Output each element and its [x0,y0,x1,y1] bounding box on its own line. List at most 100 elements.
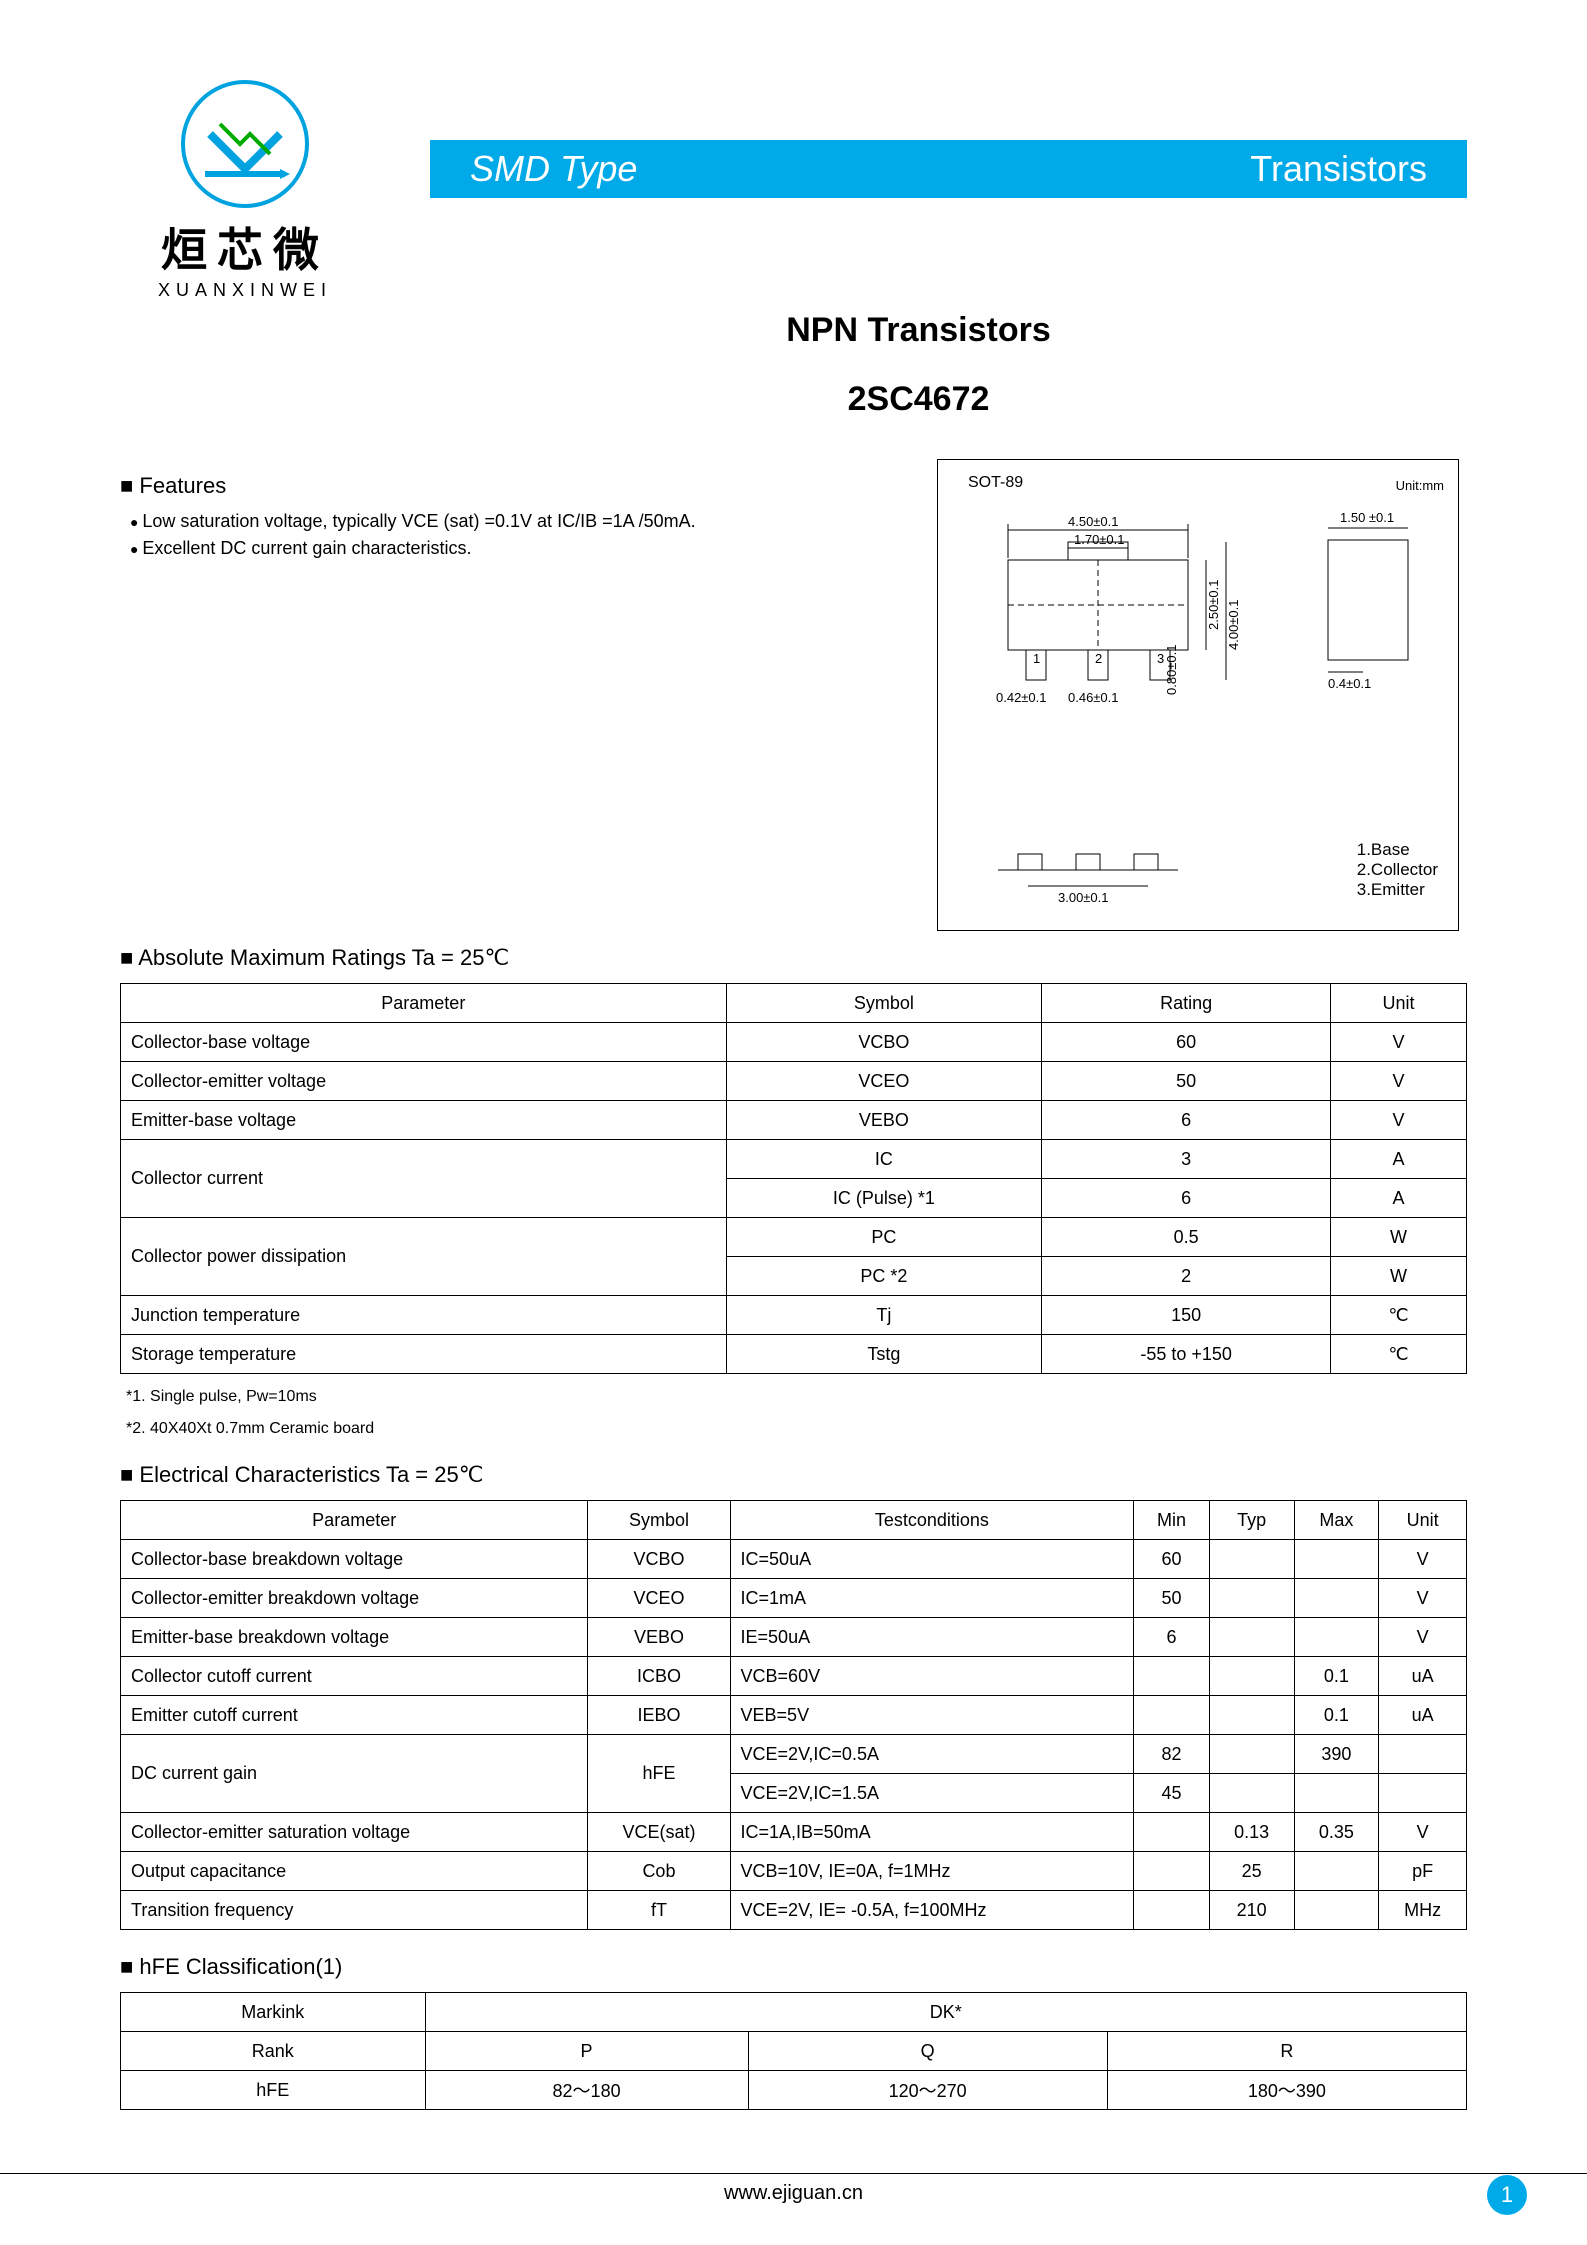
table-cell [1294,1618,1379,1657]
table-cell [1209,1618,1294,1657]
table-cell [1209,1540,1294,1579]
table-cell: VCEO [588,1579,730,1618]
table-cell [1294,1852,1379,1891]
table-cell: V [1331,1101,1467,1140]
doc-title-2: 2SC4672 [370,380,1467,419]
table-cell: 120～270 [748,2071,1107,2110]
banner-bar: SMD Type Transistors [430,140,1467,198]
table-cell [1209,1579,1294,1618]
table-cell: IC=1mA [730,1579,1134,1618]
note-line: *2. 40X40Xt 0.7mm Ceramic board [126,1420,1467,1438]
table-cell: VCBO [726,1023,1042,1062]
table-row: DC current gainhFEVCE=2V,IC=0.5A82390 [121,1735,1467,1774]
table-cell: 60 [1042,1023,1331,1062]
table-cell: 390 [1294,1735,1379,1774]
pin-1: 1.Base [1357,840,1438,860]
table-cell: V [1379,1540,1467,1579]
table-row: Collector-base voltageVCBO60V [121,1023,1467,1062]
package-sideview-icon: 1.50 ±0.1 0.4±0.1 [1298,500,1448,700]
table-row: Transition frequencyfTVCE=2V, IE= -0.5A,… [121,1891,1467,1930]
table-cell: Collector-emitter breakdown voltage [121,1579,588,1618]
table-header-cell: Parameter [121,984,727,1023]
table-cell [1209,1774,1294,1813]
table-cell: VCBO [588,1540,730,1579]
table-cell [1134,1696,1210,1735]
hfe-table: MarkinkDK*RankPQRhFE82～180120～270180～390 [120,1992,1467,2110]
table-cell: PC *2 [726,1257,1042,1296]
table-cell: P [425,2032,748,2071]
table-row: Collector-emitter breakdown voltageVCEOI… [121,1579,1467,1618]
table-cell: 6 [1134,1618,1210,1657]
brand-name-cn: 烜芯微 [120,214,370,280]
table-cell: Markink [121,1993,426,2032]
table-header-cell: Unit [1379,1501,1467,1540]
table-cell: VCEO [726,1062,1042,1101]
table-cell: V [1379,1579,1467,1618]
table-cell: 6 [1042,1179,1331,1218]
table-cell: fT [588,1891,730,1930]
table-cell: V [1379,1618,1467,1657]
table-cell: IC=50uA [730,1540,1134,1579]
table-cell: hFE [588,1735,730,1813]
logo-block: 烜芯微 XUANXINWEI [120,80,370,301]
table-cell: Transition frequency [121,1891,588,1930]
table-cell: IC (Pulse) *1 [726,1179,1042,1218]
table-row: RankPQR [121,2032,1467,2071]
table-header-cell: Rating [1042,984,1331,1023]
dim-htot: 4.00±0.1 [1226,599,1241,650]
table-cell: IEBO [588,1696,730,1735]
page-number: 1 [1487,2175,1527,2215]
table-header-cell: Typ [1209,1501,1294,1540]
table-cell [1379,1735,1467,1774]
table-cell: VCE(sat) [588,1813,730,1852]
table-header-cell: Parameter [121,1501,588,1540]
table-cell: Collector-emitter saturation voltage [121,1813,588,1852]
svg-text:2: 2 [1095,651,1102,666]
table-cell: 2 [1042,1257,1331,1296]
content: Features Low saturation voltage, typical… [120,459,1467,2110]
pin-3: 3.Emitter [1357,880,1438,900]
table-cell: Emitter-base breakdown voltage [121,1618,588,1657]
amr-notes: *1. Single pulse, Pw=10ms*2. 40X40Xt 0.7… [120,1388,1467,1438]
table-cell: Collector current [121,1140,727,1218]
table-header-cell: Unit [1331,984,1467,1023]
table-cell: VEB=5V [730,1696,1134,1735]
table-row: hFE82～180120～270180～390 [121,2071,1467,2110]
table-cell: R [1107,2032,1466,2071]
table-cell: VCB=10V, IE=0A, f=1MHz [730,1852,1134,1891]
table-cell [1209,1657,1294,1696]
amr-heading: Absolute Maximum Ratings Ta = 25℃ [120,945,1467,971]
table-cell: MHz [1379,1891,1467,1930]
table-cell: ℃ [1331,1335,1467,1374]
table-cell: 150 [1042,1296,1331,1335]
table-cell: 0.1 [1294,1657,1379,1696]
table-cell: 50 [1134,1579,1210,1618]
table-cell: Junction temperature [121,1296,727,1335]
table-cell: 210 [1209,1891,1294,1930]
table-cell: 0.35 [1294,1813,1379,1852]
pin-2: 2.Collector [1357,860,1438,880]
table-cell: Output capacitance [121,1852,588,1891]
feature-item: Excellent DC current gain characteristic… [130,538,907,559]
table-cell: 82～180 [425,2071,748,2110]
table-cell: 180～390 [1107,2071,1466,2110]
table-header-cell: Min [1134,1501,1210,1540]
table-row: Storage temperatureTstg-55 to +150℃ [121,1335,1467,1374]
table-cell: V [1379,1813,1467,1852]
features-heading: Features [120,473,907,499]
table-row: Emitter cutoff currentIEBOVEB=5V0.1uA [121,1696,1467,1735]
table-cell [1134,1657,1210,1696]
table-cell: 50 [1042,1062,1331,1101]
dim-h: 2.50±0.1 [1206,579,1221,630]
features-list: Low saturation voltage, typically VCE (s… [120,511,907,559]
table-row: Emitter-base voltageVEBO6V [121,1101,1467,1140]
table-row: Collector-base breakdown voltageVCBOIC=5… [121,1540,1467,1579]
package-diagram: SOT-89 Unit:mm 1 2 [937,459,1459,931]
table-row: Emitter-base breakdown voltageVEBOIE=50u… [121,1618,1467,1657]
table-row: Collector cutoff currentICBOVCB=60V0.1uA [121,1657,1467,1696]
dim-leadw: 0.42±0.1 [996,690,1047,705]
dim-footspan: 3.00±0.1 [1058,890,1109,905]
table-header-cell: Symbol [588,1501,730,1540]
table-cell: uA [1379,1657,1467,1696]
package-name: SOT-89 [968,474,1023,492]
